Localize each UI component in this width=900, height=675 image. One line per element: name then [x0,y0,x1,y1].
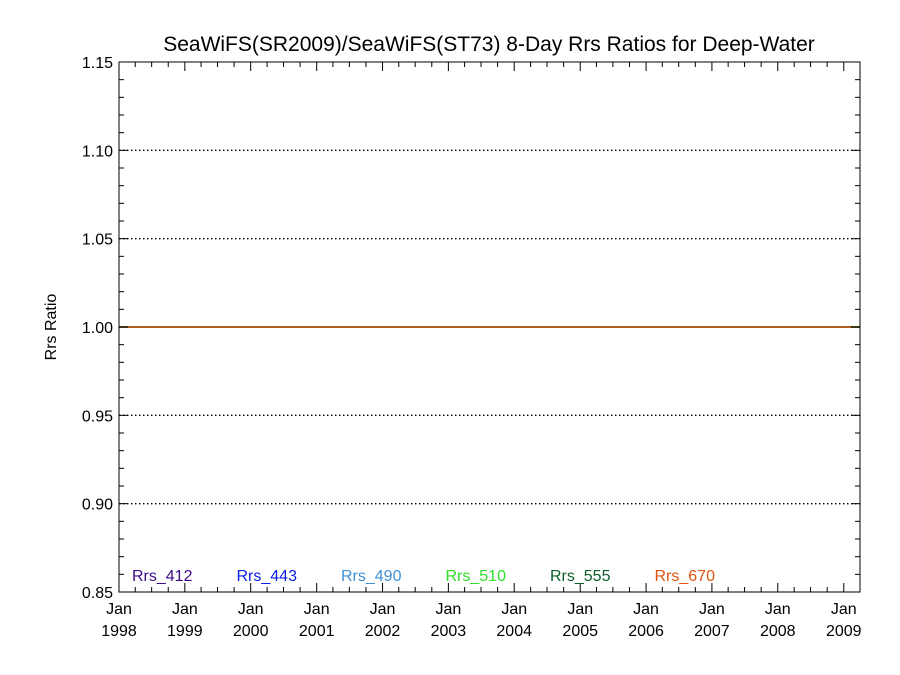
x-tick-label-month: Jan [370,601,396,618]
x-tick-label-month: Jan [304,601,330,618]
x-tick-label-month: Jan [172,601,198,618]
y-tick-label: 0.90 [82,497,113,514]
y-tick-labels: 0.85 0.90 0.95 1.00 1.05 1.10 1.15 [82,55,113,602]
x-tick-label-month: Jan [238,601,264,618]
x-tick-label-year: 2000 [233,623,269,640]
x-tick-label-year: 2001 [299,623,335,640]
x-tick-label-year: 2006 [628,623,664,640]
x-tick-label-year: 2003 [431,623,467,640]
y-tick-label: 1.15 [82,55,113,72]
x-tick-label-month: Jan [567,601,593,618]
legend-item-rrs-412: Rrs_412 [132,568,193,585]
x-tick-label-year: 2002 [365,623,401,640]
legend-item-rrs-490: Rrs_490 [341,568,402,585]
x-tick-label-month: Jan [699,601,725,618]
x-tick-label-month: Jan [501,601,527,618]
legend-item-rrs-510: Rrs_510 [446,568,507,585]
x-tick-labels: Jan 1998 Jan 1999 Jan 2000 Jan 2001 Jan 2002 Jan 20… [101,601,861,640]
x-tick-label-year: 2004 [496,623,532,640]
legend-item-rrs-443: Rrs_443 [237,568,298,585]
legend-item-rrs-670: Rrs_670 [655,568,716,585]
y-tick-label: 1.10 [82,143,113,160]
legend-item-rrs-555: Rrs_555 [550,568,611,585]
legend: Rrs_412 Rrs_443 Rrs_490 Rrs_510 Rrs_555 Rrs_6… [132,568,715,585]
chart-title: SeaWiFS(SR2009)/SeaWiFS(ST73) 8-Day Rrs … [163,33,815,56]
x-tick-label-month: Jan [831,601,857,618]
y-axis-label: Rrs Ratio [43,294,60,361]
x-tick-label-year: 2009 [826,623,862,640]
x-tick-label-year: 1998 [101,623,137,640]
y-tick-label: 0.85 [82,585,113,602]
x-tick-label-month: Jan [633,601,659,618]
y-tick-label: 1.00 [82,320,113,337]
x-tick-label-year: 1999 [167,623,203,640]
tick-layer [118,61,861,593]
y-tick-label: 0.95 [82,408,113,425]
x-tick-label-year: 2005 [562,623,598,640]
x-tick-label-year: 2007 [694,623,730,640]
x-tick-label-month: Jan [765,601,791,618]
x-tick-label-month: Jan [106,601,132,618]
x-tick-label-month: Jan [435,601,461,618]
x-tick-label-year: 2008 [760,623,796,640]
y-tick-label: 1.05 [82,232,113,249]
